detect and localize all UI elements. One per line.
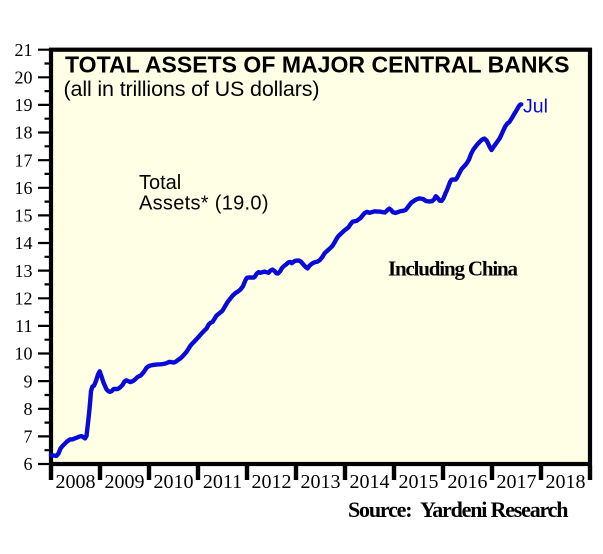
svg-text:2011: 2011 — [203, 471, 242, 493]
svg-text:2012: 2012 — [252, 471, 292, 493]
svg-text:7: 7 — [24, 427, 33, 447]
svg-text:Assets* (19.0): Assets* (19.0) — [139, 192, 269, 214]
svg-text:10: 10 — [15, 344, 33, 364]
svg-text:2013: 2013 — [301, 471, 341, 493]
svg-text:Jul: Jul — [523, 95, 548, 117]
svg-text:11: 11 — [15, 316, 32, 336]
svg-text:2009: 2009 — [105, 471, 145, 493]
svg-text:2008: 2008 — [56, 471, 96, 493]
svg-text:8: 8 — [24, 399, 33, 419]
svg-text:2014: 2014 — [350, 471, 390, 493]
svg-text:2017: 2017 — [497, 471, 537, 493]
svg-text:6: 6 — [24, 454, 33, 474]
svg-text:20: 20 — [15, 68, 33, 88]
svg-text:Source: Yardeni Research: Source: Yardeni Research — [348, 497, 569, 522]
svg-text:2015: 2015 — [399, 471, 439, 493]
svg-text:18: 18 — [15, 123, 33, 143]
svg-text:2016: 2016 — [448, 471, 488, 493]
svg-text:12: 12 — [15, 289, 33, 309]
svg-text:15: 15 — [15, 206, 33, 226]
svg-text:14: 14 — [15, 233, 33, 253]
svg-text:9: 9 — [24, 371, 33, 391]
svg-text:17: 17 — [15, 150, 33, 170]
svg-text:TOTAL ASSETS OF MAJOR CENTRAL: TOTAL ASSETS OF MAJOR CENTRAL BANKS — [65, 51, 570, 77]
svg-text:19: 19 — [15, 95, 33, 115]
svg-text:13: 13 — [15, 261, 33, 281]
svg-text:2018: 2018 — [546, 471, 586, 493]
svg-text:Total: Total — [139, 172, 181, 194]
svg-text:16: 16 — [15, 178, 33, 198]
svg-text:(all in trillions of US dollar: (all in trillions of US dollars) — [64, 77, 320, 101]
svg-text:21: 21 — [15, 40, 33, 60]
svg-text:2010: 2010 — [154, 471, 194, 493]
svg-text:Including China: Including China — [388, 256, 519, 280]
